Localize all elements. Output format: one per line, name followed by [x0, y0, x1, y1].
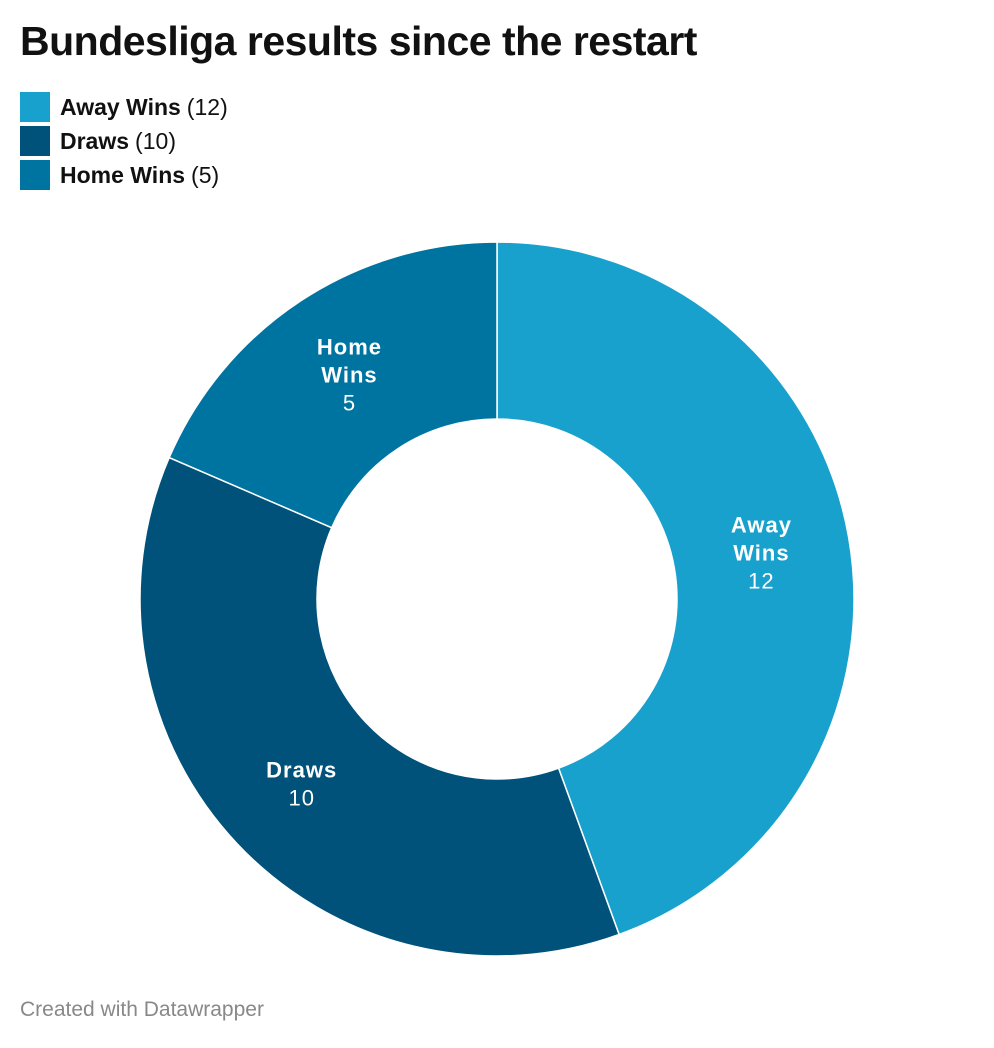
legend-swatch-draws [20, 126, 50, 156]
legend-swatch-away-wins [20, 92, 50, 122]
legend-count-value: 5 [198, 161, 212, 188]
slice-label-text: Draws [266, 757, 337, 782]
slice-label-away-wins: Away Wins 12 [731, 512, 792, 593]
legend-item-home-wins: Home Wins (5) [20, 158, 228, 192]
legend-count-value: 10 [142, 127, 169, 154]
slice-value-draws: 10 [288, 785, 314, 810]
chart-title: Bundesliga results since the restart [20, 18, 697, 64]
slice-label-text: Away [731, 512, 792, 537]
legend-item-draws: Draws (10) [20, 124, 228, 158]
slice-label-home-wins: Home Wins 5 [317, 335, 382, 416]
slice-value-away-wins: 12 [748, 568, 774, 593]
legend-label: Away Wins [60, 93, 181, 120]
slice-label-text: Home [317, 335, 382, 360]
legend-item-away-wins: Away Wins (12) [20, 90, 228, 124]
slice-label-text: Wins [733, 540, 789, 565]
legend-label: Draws [60, 127, 130, 154]
legend-count: (5) [191, 161, 220, 188]
chart-legend: Away Wins (12) Draws (10) Home Wins (5) [20, 90, 228, 192]
legend-label: Home Wins [60, 161, 186, 188]
slice-home-wins [168, 241, 498, 529]
legend-swatch-home-wins [20, 160, 50, 190]
footer-credit: Created with Datawrapper [20, 998, 264, 1021]
legend-count: (12) [186, 93, 228, 120]
legend-count: (10) [135, 127, 176, 154]
slice-label-text: Wins [321, 363, 377, 388]
legend-count-value: 12 [194, 93, 221, 120]
slice-away-wins [496, 241, 855, 936]
slice-label-draws: Draws 10 [266, 757, 337, 810]
slice-value-home-wins: 5 [343, 391, 356, 416]
slice-draws [139, 456, 621, 957]
